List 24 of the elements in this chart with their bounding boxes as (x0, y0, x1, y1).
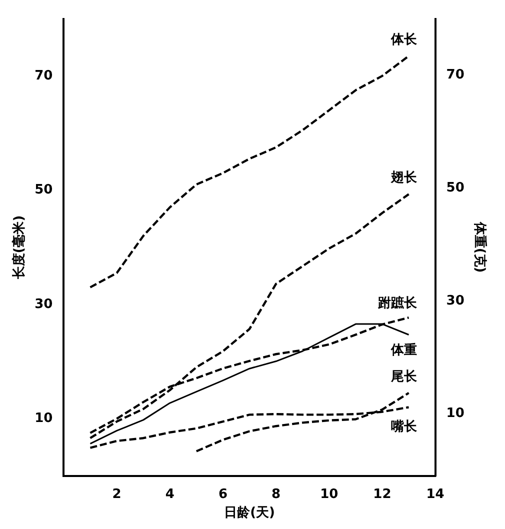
y2-tick-label: 50 (446, 180, 464, 196)
x-tick-label: 8 (272, 486, 281, 502)
y-tick-label: 10 (34, 411, 53, 426)
series-label: 体重 (390, 342, 417, 358)
x-tick-label: 2 (112, 486, 122, 502)
series-label: 尾长 (390, 369, 418, 384)
series-label: 翅长 (390, 170, 418, 186)
y2-tick-label: 10 (446, 406, 464, 422)
series-label: 跗蹠长 (376, 294, 418, 311)
x-axis-title: 日龄(天) (224, 506, 275, 521)
x-tick-label: 4 (165, 486, 174, 502)
x-tick-label: 6 (218, 486, 228, 502)
x-tick-label: 14 (426, 486, 444, 502)
series-label: 嘴长 (390, 420, 418, 435)
y-tick-label: 30 (34, 296, 53, 312)
x-tick-label: 10 (320, 486, 338, 502)
y2-tick-label: 30 (446, 293, 464, 308)
x-tick-label: 12 (373, 486, 392, 502)
y-tick-label: 50 (34, 182, 53, 198)
y2-tick-label: 70 (446, 68, 464, 83)
series-label: 体长 (390, 32, 418, 48)
y2-axis-title: 体重(克) (472, 220, 488, 273)
y-axis-title: 长度(毫米) (11, 215, 28, 280)
y-tick-label: 70 (34, 68, 53, 84)
